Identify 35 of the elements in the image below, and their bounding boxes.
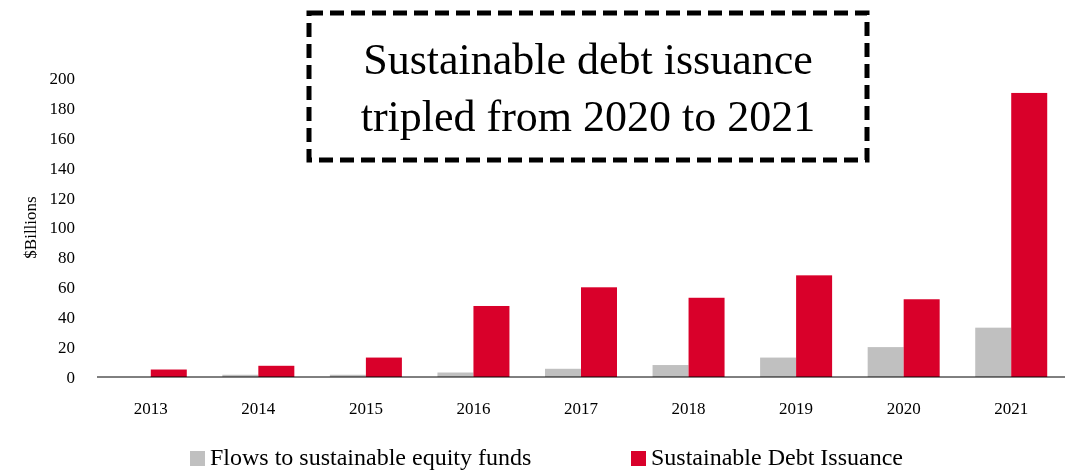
x-tick-label: 2015	[348, 399, 383, 418]
x-tick-label: 2016	[456, 399, 491, 418]
bar	[473, 305, 510, 377]
y-tick-label: 140	[49, 158, 75, 178]
y-tick-label: 40	[58, 308, 75, 328]
bar	[581, 287, 617, 377]
x-tick-label: 2018	[671, 399, 706, 418]
bar	[688, 297, 725, 377]
x-tick-label: 2014	[241, 399, 276, 418]
bar	[652, 365, 689, 377]
x-tick-label: 2021	[994, 399, 1029, 418]
legend-label: Flows to sustainable equity funds	[210, 444, 532, 470]
y-tick-label: 60	[58, 278, 75, 298]
y-tick-label: 120	[49, 188, 75, 208]
x-tick-label: 2013	[133, 399, 168, 418]
y-tick-label: 200	[49, 68, 75, 88]
bar	[903, 299, 940, 377]
y-tick-label: 80	[58, 248, 75, 268]
y-tick-label: 0	[66, 367, 75, 387]
y-tick-label: 20	[58, 338, 75, 358]
x-tick-label: 2020	[886, 399, 921, 418]
y-tick-label: 180	[49, 98, 75, 118]
bar	[365, 357, 402, 377]
bar	[760, 357, 797, 377]
x-tick-label: 2019	[779, 399, 814, 418]
y-axis-title: $Billions	[21, 196, 40, 259]
y-tick-label: 100	[49, 218, 75, 238]
bar	[796, 275, 833, 377]
y-tick-label: 160	[49, 128, 75, 148]
chart-title: Sustainable debt issuance tripled from 2020 to 2021	[360, 35, 816, 141]
bar	[975, 327, 1012, 377]
bar	[1011, 92, 1048, 377]
legend-label: Sustainable Debt Issuance	[651, 444, 903, 470]
bar	[867, 347, 904, 377]
x-tick-label: 2017	[564, 399, 599, 418]
